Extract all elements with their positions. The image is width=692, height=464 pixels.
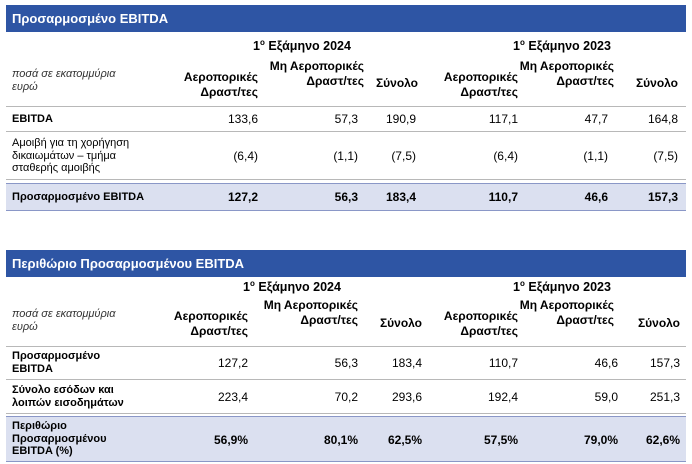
table-title-bar: Περιθώριο Προσαρμοσμένου EBITDA [6, 250, 686, 277]
cell-value: 46,6 [594, 356, 618, 370]
table-title-bar: Προσαρμοσμένο EBITDA [6, 5, 686, 32]
period-header-2024: 1ο Εξάμηνο 2024 [243, 278, 341, 294]
cell-value: 157,3 [649, 356, 680, 370]
col-header-total-2024: Σύνολο [375, 76, 418, 90]
units-note: ποσά σε εκατομμύρια ευρώ [12, 308, 116, 333]
table-row: Σύνολο εσόδων και λοιπών εισοδημάτων 223… [6, 380, 686, 414]
row-label: EBITDA [12, 113, 53, 125]
table-row: EBITDA 133,6 57,3 190,9 117,1 47,7 164,8 [6, 107, 686, 132]
cell-value: 127,2 [217, 356, 248, 370]
cell-value: 57,5% [483, 433, 518, 447]
cell-value: 70,2 [334, 390, 358, 404]
col-header-nonaero-2024: Μη Αεροπορικές Δραστ/τες [269, 59, 364, 88]
table-row: Αμοιβή για τη χορήγηση δικαιωμάτων – τμή… [6, 132, 686, 180]
cell-value: 56,9% [213, 433, 248, 447]
table-row-total: Προσαρμοσμένο EBITDA 127,2 56,3 183,4 11… [6, 183, 686, 211]
col-header-aero-2023: Αεροπορικές Δραστ/τες [443, 70, 518, 99]
row-label: Προσαρμοσμένο EBITDA [12, 191, 145, 203]
table-row-total: Περιθώριο Προσαρμοσμένου EBITDA (%) 56,9… [6, 416, 686, 462]
cell-value: 47,7 [584, 112, 608, 126]
cell-value: 133,6 [227, 112, 258, 126]
col-header-nonaero-2024: Μη Αεροπορικές Δραστ/τες [263, 298, 358, 327]
col-header-aero-2024: Αεροπορικές Δραστ/τες [173, 309, 248, 338]
column-header-row: ποσά σε εκατομμύρια ευρώ Αεροπορικές Δρα… [6, 56, 686, 107]
cell-value: 190,9 [385, 112, 416, 126]
adjusted-ebitda-margin-table: Περιθώριο Προσαρμοσμένου EBITDA 1ο Εξάμη… [6, 250, 686, 464]
cell-value: 46,6 [584, 190, 608, 204]
period-header-2024: 1ο Εξάμηνο 2024 [253, 37, 351, 53]
adjusted-ebitda-table: Προσαρμοσμένο EBITDA 1ο Εξάμηνο 2024 1ο … [6, 5, 686, 237]
cell-value: 56,3 [334, 190, 358, 204]
cell-value: (1,1) [333, 149, 358, 163]
cell-value: 223,4 [217, 390, 248, 404]
cell-value: 57,3 [334, 112, 358, 126]
cell-value: 293,6 [391, 390, 422, 404]
cell-value: (6,4) [493, 149, 518, 163]
cell-value: 164,8 [647, 112, 678, 126]
cell-value: (1,1) [583, 149, 608, 163]
cell-value: 183,4 [391, 356, 422, 370]
cell-value: 251,3 [649, 390, 680, 404]
table-body: 1ο Εξάμηνο 2024 1ο Εξάμηνο 2023 ποσά σε … [6, 277, 686, 464]
cell-value: 117,1 [488, 112, 518, 126]
col-header-total-2024: Σύνολο [379, 316, 422, 330]
cell-value: 127,2 [227, 190, 258, 204]
cell-value: (7,5) [653, 149, 678, 163]
col-header-nonaero-2023: Μη Αεροπορικές Δραστ/τες [519, 59, 614, 88]
row-label: Προσαρμοσμένο EBITDA [12, 350, 101, 375]
row-label: Περιθώριο Προσαρμοσμένου EBITDA (%) [12, 420, 107, 457]
cell-value: 157,3 [647, 190, 678, 204]
col-header-aero-2023: Αεροπορικές Δραστ/τες [443, 309, 518, 338]
cell-value: 192,4 [487, 390, 518, 404]
cell-value: 80,1% [323, 433, 358, 447]
cell-value: 79,0% [583, 433, 618, 447]
cell-value: (6,4) [233, 149, 258, 163]
period-header-2023: 1ο Εξάμηνο 2023 [513, 278, 611, 294]
cell-value: 59,0 [594, 390, 618, 404]
column-header-row: ποσά σε εκατομμύρια ευρώ Αεροπορικές Δρα… [6, 295, 686, 347]
row-label: Αμοιβή για τη χορήγηση δικαιωμάτων – τμή… [12, 137, 130, 174]
cell-value: (7,5) [391, 149, 416, 163]
table-title: Προσαρμοσμένο EBITDA [12, 11, 169, 26]
cell-value: 183,4 [385, 190, 416, 204]
cell-value: 62,5% [387, 433, 422, 447]
table-body: 1ο Εξάμηνο 2024 1ο Εξάμηνο 2023 ποσά σε … [6, 32, 686, 237]
table-title: Περιθώριο Προσαρμοσμένου EBITDA [12, 256, 245, 271]
col-header-total-2023: Σύνολο [635, 76, 678, 90]
table-row: Προσαρμοσμένο EBITDA 127,2 56,3 183,4 11… [6, 347, 686, 380]
row-label: Σύνολο εσόδων και λοιπών εισοδημάτων [12, 384, 124, 409]
cell-value: 110,7 [488, 356, 518, 370]
col-header-aero-2024: Αεροπορικές Δραστ/τες [183, 70, 258, 99]
cell-value: 62,6% [645, 433, 680, 447]
cell-value: 56,3 [334, 356, 358, 370]
cell-value: 110,7 [488, 190, 518, 204]
units-note: ποσά σε εκατομμύρια ευρώ [12, 68, 116, 93]
col-header-total-2023: Σύνολο [637, 316, 680, 330]
col-header-nonaero-2023: Μη Αεροπορικές Δραστ/τες [519, 298, 614, 327]
period-header-2023: 1ο Εξάμηνο 2023 [513, 37, 611, 53]
